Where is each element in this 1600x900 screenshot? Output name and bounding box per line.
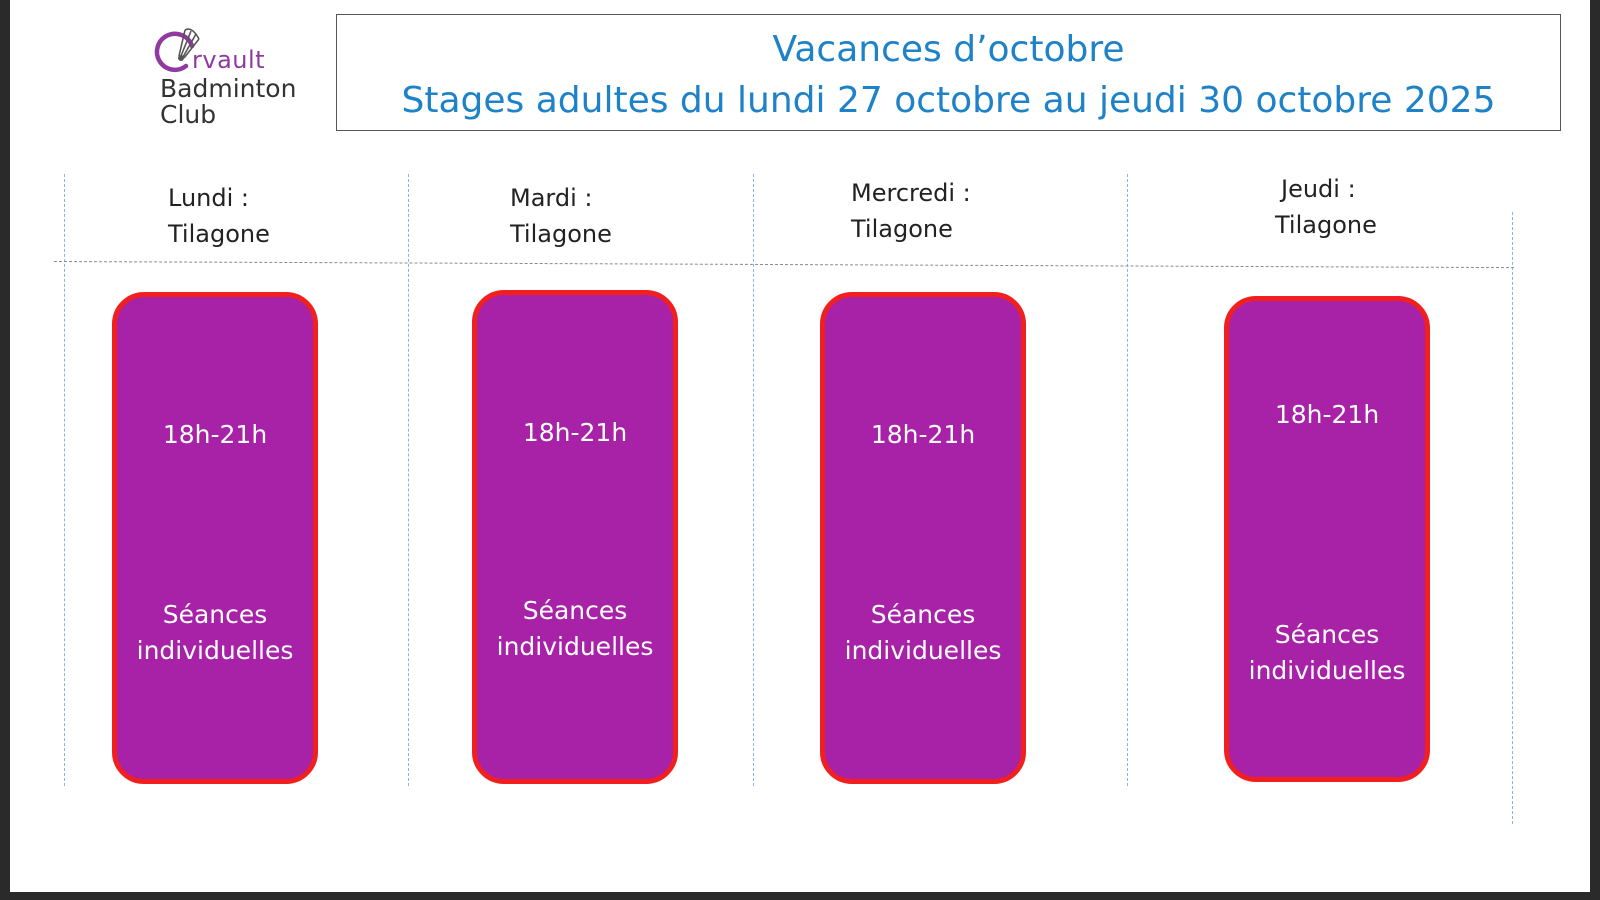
session-description-line1: Séances — [522, 596, 628, 625]
session-description-line2: individuelles — [844, 636, 1002, 666]
club-logo: rvault Badminton Club — [148, 20, 318, 132]
column-divider — [64, 174, 65, 786]
session-description-line1: Séances — [1274, 620, 1380, 649]
location-label: Tilagone — [1275, 211, 1377, 239]
session-time: 18h-21h — [1274, 400, 1380, 429]
session-description-line1: Séances — [162, 600, 268, 629]
session-description: Séances individuelles — [825, 597, 1021, 670]
session-description: Séances individuelles — [1229, 617, 1425, 690]
session-time: 18h-21h — [870, 420, 976, 449]
session-time: 18h-21h — [522, 418, 628, 447]
session-description-line2: individuelles — [496, 632, 654, 662]
session-description: Séances individuelles — [117, 597, 313, 670]
header-divider — [53, 261, 1514, 269]
title-box: Vacances d’octobre Stages adultes du lun… — [336, 14, 1561, 131]
column-divider — [753, 174, 754, 786]
session-card-lundi: 18h-21h Séances individuelles — [112, 292, 318, 784]
day-header-lundi: Lundi : Tilagone — [168, 180, 270, 252]
logo-club-text: Club — [160, 100, 217, 129]
logo-badminton-text: Badminton — [160, 74, 297, 103]
session-card-mercredi: 18h-21h Séances individuelles — [820, 292, 1026, 784]
page-subtitle: Stages adultes du lundi 27 octobre au je… — [401, 80, 1496, 121]
day-header-mercredi: Mercredi : Tilagone — [851, 175, 971, 247]
day-label: Mardi : — [510, 184, 593, 212]
shuttlecock-icon — [154, 28, 200, 72]
day-label: Mercredi : — [851, 179, 971, 207]
column-divider — [1127, 174, 1128, 786]
day-header-jeudi: Jeudi : Tilagone — [1275, 171, 1377, 243]
day-header-mardi: Mardi : Tilagone — [510, 180, 612, 252]
session-description-line1: Séances — [870, 600, 976, 629]
day-label: Lundi : — [168, 184, 249, 212]
logo-orvault-text: rvault — [192, 46, 266, 74]
schedule-slide: rvault Badminton Club Vacances d’octobre… — [10, 0, 1590, 892]
page-title: Vacances d’octobre — [772, 29, 1125, 70]
session-description-line2: individuelles — [1248, 656, 1406, 686]
session-time: 18h-21h — [162, 420, 268, 449]
column-divider — [1512, 212, 1513, 824]
column-divider — [408, 174, 409, 786]
session-card-mardi: 18h-21h Séances individuelles — [472, 290, 678, 784]
session-card-jeudi: 18h-21h Séances individuelles — [1224, 296, 1430, 782]
day-label: Jeudi : — [1281, 175, 1356, 203]
location-label: Tilagone — [168, 220, 270, 248]
session-description: Séances individuelles — [477, 593, 673, 666]
session-description-line2: individuelles — [136, 636, 294, 666]
location-label: Tilagone — [851, 215, 953, 243]
location-label: Tilagone — [510, 220, 612, 248]
